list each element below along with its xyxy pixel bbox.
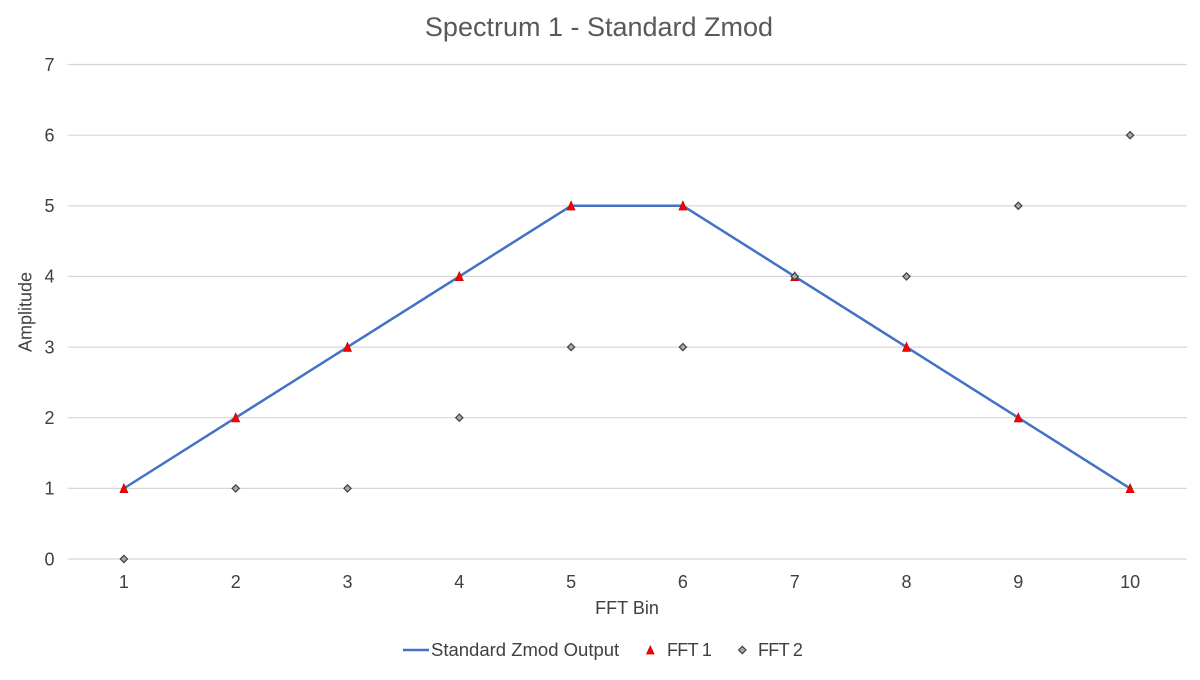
- svg-text:Spectrum 1 - Standard Zmod: Spectrum 1 - Standard Zmod: [425, 12, 773, 42]
- svg-text:3: 3: [342, 572, 352, 592]
- svg-text:7: 7: [44, 55, 54, 75]
- svg-text:Standard Zmod Output: Standard Zmod Output: [431, 639, 619, 660]
- svg-text:4: 4: [454, 572, 464, 592]
- svg-text:1: 1: [44, 479, 54, 499]
- svg-text:2: 2: [231, 572, 241, 592]
- svg-text:2: 2: [44, 408, 54, 428]
- svg-text:6: 6: [678, 572, 688, 592]
- svg-text:7: 7: [790, 572, 800, 592]
- svg-text:FFT 1: FFT 1: [667, 640, 712, 660]
- svg-text:5: 5: [44, 196, 54, 216]
- svg-text:0: 0: [44, 549, 54, 569]
- svg-text:9: 9: [1013, 572, 1023, 592]
- svg-text:1: 1: [119, 572, 129, 592]
- svg-text:10: 10: [1120, 572, 1140, 592]
- svg-text:6: 6: [44, 126, 54, 146]
- svg-text:5: 5: [566, 572, 576, 592]
- svg-text:FFT Bin: FFT Bin: [595, 598, 659, 618]
- svg-text:FFT 2: FFT 2: [758, 640, 803, 660]
- svg-text:3: 3: [44, 337, 54, 357]
- svg-text:4: 4: [44, 267, 54, 287]
- svg-text:Amplitude: Amplitude: [16, 272, 36, 352]
- svg-text:8: 8: [901, 572, 911, 592]
